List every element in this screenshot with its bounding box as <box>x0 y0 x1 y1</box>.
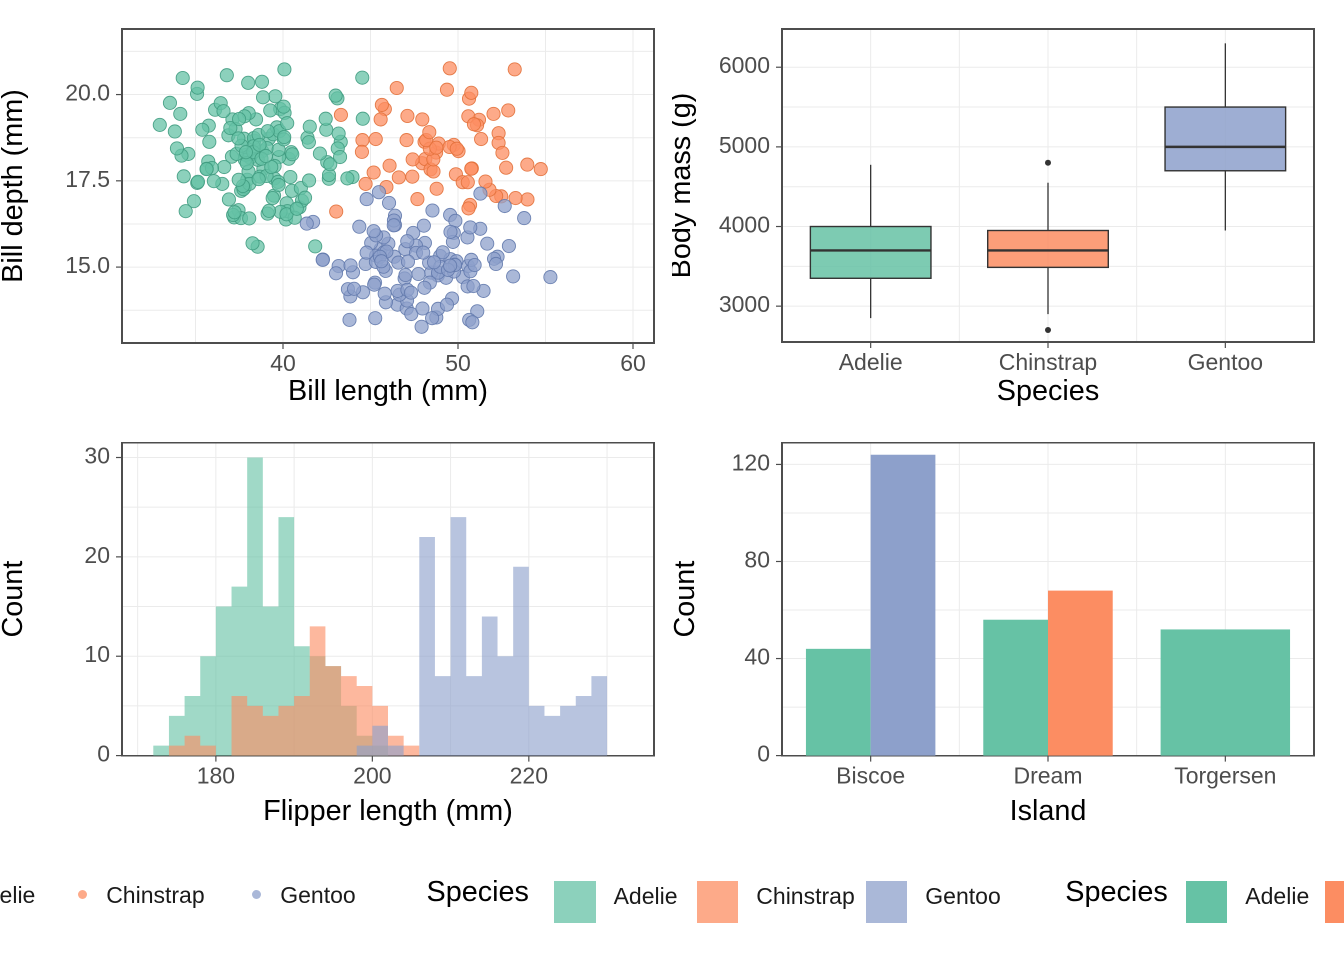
svg-text:6000: 6000 <box>719 52 770 78</box>
svg-text:Count: Count <box>0 561 29 638</box>
svg-text:Chinstrap: Chinstrap <box>999 349 1097 375</box>
svg-text:80: 80 <box>744 546 770 572</box>
svg-text:30: 30 <box>84 443 110 469</box>
svg-text:50: 50 <box>445 350 471 376</box>
svg-text:20: 20 <box>84 542 110 568</box>
svg-text:60: 60 <box>620 350 646 376</box>
svg-text:Torgersen: Torgersen <box>1174 763 1276 789</box>
svg-text:17.5: 17.5 <box>65 166 110 192</box>
svg-text:40: 40 <box>744 644 770 670</box>
svg-text:120: 120 <box>732 449 770 475</box>
svg-text:40: 40 <box>270 350 296 376</box>
svg-text:Adelie: Adelie <box>839 349 903 375</box>
svg-text:Species: Species <box>997 375 1099 407</box>
svg-text:0: 0 <box>97 741 110 767</box>
svg-text:Flipper length (mm): Flipper length (mm) <box>263 795 513 827</box>
svg-text:3000: 3000 <box>719 291 770 317</box>
svg-text:4000: 4000 <box>719 212 770 238</box>
svg-text:Bill depth (mm): Bill depth (mm) <box>0 89 29 283</box>
svg-text:Bill length (mm): Bill length (mm) <box>288 375 488 407</box>
svg-text:Island: Island <box>1010 795 1087 827</box>
svg-text:10: 10 <box>84 641 110 667</box>
svg-text:20.0: 20.0 <box>65 80 110 106</box>
svg-text:15.0: 15.0 <box>65 252 110 278</box>
svg-text:Gentoo: Gentoo <box>1188 349 1263 375</box>
svg-text:Body mass (g): Body mass (g) <box>672 93 697 279</box>
svg-text:Biscoe: Biscoe <box>836 763 905 789</box>
svg-text:0: 0 <box>757 741 770 767</box>
svg-text:Dream: Dream <box>1013 763 1082 789</box>
svg-text:5000: 5000 <box>719 132 770 158</box>
svg-text:200: 200 <box>353 763 391 789</box>
svg-text:180: 180 <box>197 763 235 789</box>
svg-text:220: 220 <box>510 763 548 789</box>
svg-text:Count: Count <box>672 561 701 638</box>
